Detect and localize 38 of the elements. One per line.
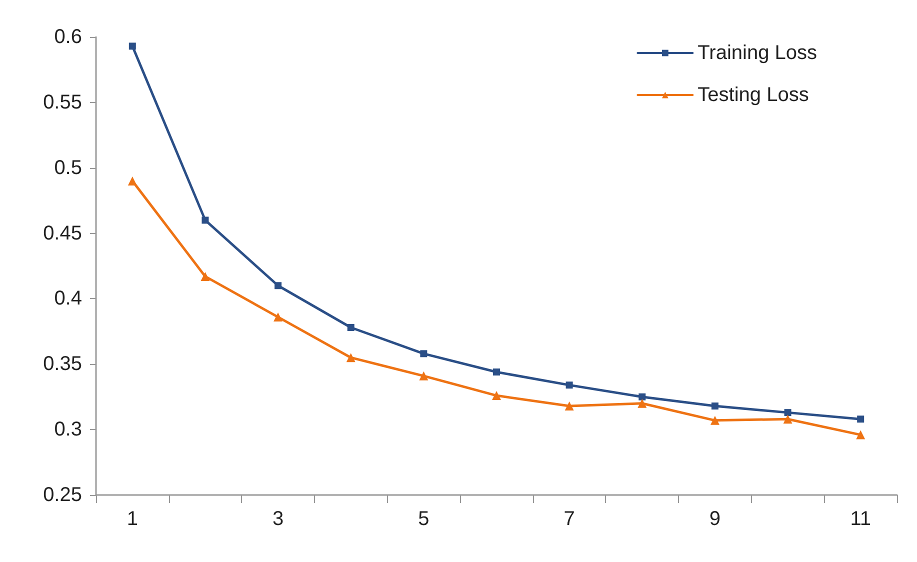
point <box>784 409 792 416</box>
point <box>566 382 573 389</box>
point <box>419 371 428 380</box>
y-tick-label: 0.6 <box>54 26 82 48</box>
point <box>493 368 500 376</box>
x-tick-label: 11 <box>850 508 871 530</box>
y-tick-label: 0.25 <box>43 484 82 506</box>
point <box>711 402 718 410</box>
point <box>128 42 136 50</box>
point <box>274 282 282 290</box>
point <box>492 391 501 400</box>
x-tick-label: 1 <box>126 508 138 530</box>
x-tick-label: 9 <box>709 508 721 530</box>
point <box>638 398 647 408</box>
x-tick-label: 5 <box>418 508 430 530</box>
y-tick-label: 0.55 <box>43 91 82 114</box>
point <box>347 324 354 332</box>
y-tick-label: 0.35 <box>43 353 82 376</box>
y-tick-label: 0.4 <box>54 288 82 310</box>
point <box>202 216 209 224</box>
y-tick-label: 0.45 <box>43 222 82 244</box>
legend-label: Training Loss <box>698 42 818 64</box>
point <box>638 393 646 400</box>
y-tick-label: 0.5 <box>54 156 82 179</box>
x-tick-label: 3 <box>272 508 284 530</box>
legend-label: Testing Loss <box>698 84 809 106</box>
point <box>128 176 137 186</box>
point <box>710 416 720 425</box>
point <box>856 430 866 440</box>
x-tick-label: 7 <box>564 508 575 530</box>
point <box>274 312 283 322</box>
point <box>200 272 210 281</box>
y-tick-label: 0.3 <box>54 418 82 441</box>
point <box>420 350 428 358</box>
point <box>346 353 356 362</box>
point <box>857 416 864 423</box>
point <box>783 414 792 424</box>
point <box>564 402 574 411</box>
